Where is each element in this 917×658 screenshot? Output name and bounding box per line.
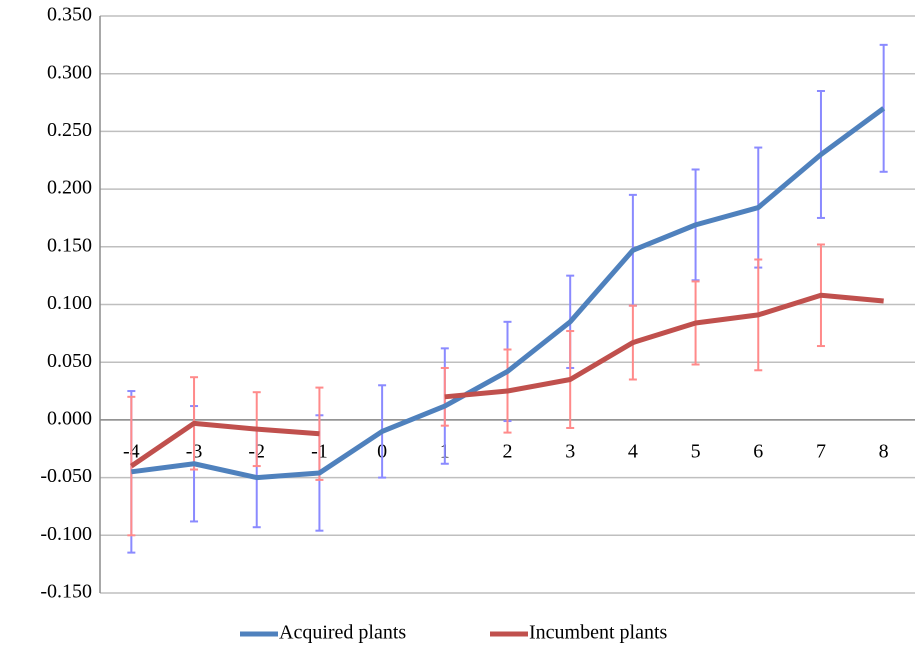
- x-tick-label: 5: [691, 440, 701, 462]
- x-tick-label: 3: [565, 440, 575, 462]
- legend-label: Incumbent plants: [529, 622, 668, 644]
- y-tick-label: -0.100: [40, 523, 92, 545]
- legend-label: Acquired plants: [279, 622, 406, 644]
- x-tick-label: 8: [879, 440, 889, 462]
- x-tick-label: 4: [628, 440, 638, 462]
- x-tick-label: 2: [503, 440, 513, 462]
- y-tick-label: 0.300: [47, 61, 92, 83]
- y-tick-label: 0.350: [47, 4, 92, 26]
- y-tick-label: 0.200: [47, 177, 92, 199]
- x-tick-label: 6: [753, 440, 763, 462]
- series-line: [131, 106, 886, 481]
- y-tick-label: 0.150: [47, 234, 92, 256]
- y-tick-label: 0.000: [47, 407, 92, 429]
- y-tick-label: 0.050: [47, 350, 92, 372]
- y-tick-label: -0.150: [40, 581, 92, 603]
- y-tick-label: 0.100: [47, 292, 92, 314]
- x-tick-label: 7: [816, 440, 826, 462]
- y-tick-label: 0.250: [47, 119, 92, 141]
- series-line: [129, 292, 884, 469]
- y-tick-label: -0.050: [40, 465, 92, 487]
